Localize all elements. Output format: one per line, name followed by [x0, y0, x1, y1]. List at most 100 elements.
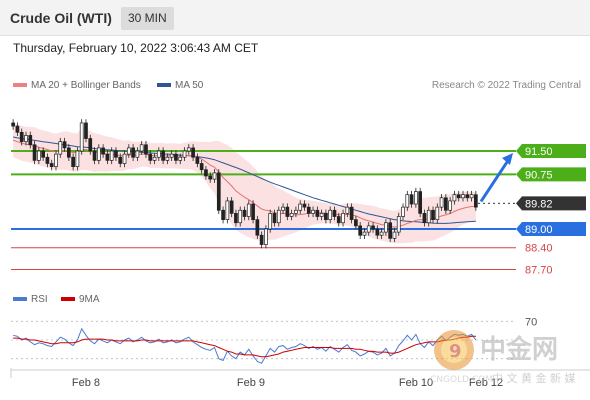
candle-body: [105, 153, 110, 161]
watermark-subtitle: 中 文 黄 金 新 媒 体: [492, 371, 580, 385]
candle: [156, 147, 161, 161]
candle-body: [268, 213, 273, 230]
candle-body: [216, 172, 221, 211]
candle: [41, 147, 45, 161]
candle-body: [242, 209, 247, 217]
candle-body: [396, 216, 401, 233]
candle-body: [465, 194, 470, 199]
candle: [28, 131, 33, 149]
candle: [165, 153, 170, 165]
candle: [118, 153, 123, 168]
candle-body: [362, 231, 367, 236]
candle: [15, 122, 20, 137]
candle: [272, 209, 277, 227]
candle-body: [238, 209, 243, 224]
candle: [384, 219, 388, 236]
candle-body: [118, 156, 123, 164]
legend-item-bollinger: MA 20 + Bollinger Bands: [13, 80, 141, 91]
candle-body: [409, 194, 414, 205]
candle: [251, 200, 255, 224]
candle-body: [414, 191, 418, 205]
candle: [456, 190, 461, 202]
candle-body: [324, 213, 328, 220]
candle-body: [354, 219, 358, 227]
candle-body: [84, 122, 88, 139]
candle: [169, 150, 174, 161]
candle-body: [19, 131, 24, 143]
candle: [208, 172, 213, 183]
candle: [345, 203, 350, 218]
candle-body: [281, 206, 285, 211]
candle: [114, 147, 118, 161]
rsi-line: [12, 327, 477, 364]
candle: [212, 169, 217, 183]
candle: [461, 190, 465, 202]
candle-body: [439, 197, 444, 208]
candle: [409, 190, 414, 208]
candle: [298, 200, 303, 215]
candle: [388, 219, 393, 243]
candle: [289, 209, 294, 221]
level-tag-89-00: [516, 221, 586, 236]
watermark-logo: 9 中金网 CNGOLD.COM 中 文 黄 金 新 媒 体: [430, 330, 580, 385]
candle-body: [469, 194, 474, 199]
candle: [315, 206, 320, 221]
candle: [435, 203, 440, 224]
candle-body: [332, 209, 337, 217]
candle: [229, 197, 234, 218]
candle: [101, 144, 105, 158]
candle-body: [208, 175, 213, 180]
candle: [392, 228, 397, 243]
candle: [341, 209, 345, 227]
candle-body: [139, 144, 144, 152]
bollinger-swatch: [13, 83, 27, 88]
level-tag-89-82: [516, 196, 586, 211]
candle: [19, 128, 24, 146]
level-tag-91-50: [516, 144, 586, 159]
level-label-89-82: 89.82: [525, 198, 553, 210]
candle: [474, 190, 478, 211]
candle: [126, 144, 131, 158]
candle-body: [452, 194, 457, 202]
candle: [268, 209, 273, 233]
candle-body: [36, 150, 41, 161]
candle: [45, 153, 50, 168]
candle-body: [234, 213, 238, 224]
candle-body: [24, 135, 28, 143]
candle-body: [28, 135, 33, 146]
candle-body: [379, 231, 384, 236]
candle: [294, 206, 298, 218]
candle-body: [341, 213, 345, 224]
candle: [96, 144, 101, 165]
candle-body: [148, 153, 153, 161]
candle: [259, 231, 264, 249]
candle-body: [144, 144, 148, 155]
candle-body: [366, 225, 371, 233]
candle: [358, 222, 363, 239]
candle-body: [212, 172, 217, 180]
legend-label-rsi: RSI: [31, 294, 48, 305]
level-label-89-00: 89.00: [525, 224, 553, 236]
candle-body: [388, 222, 393, 239]
timeframe-button[interactable]: 30 MIN: [121, 7, 174, 30]
candle: [186, 144, 191, 155]
instrument-title: Crude Oil (WTI): [10, 10, 112, 26]
candle-body: [156, 150, 161, 158]
candle-body: [225, 200, 230, 220]
candle: [49, 159, 54, 171]
legend-item-ma9: 9MA: [61, 294, 100, 305]
candle-body: [71, 156, 75, 167]
candle: [225, 197, 230, 224]
candle: [302, 200, 307, 211]
legend-item-ma50: MA 50: [157, 80, 203, 91]
candle: [469, 190, 474, 202]
candle: [66, 144, 71, 161]
candle: [79, 119, 84, 155]
candle-body: [302, 203, 307, 208]
candle-body: [66, 147, 71, 158]
candle: [139, 141, 144, 155]
candle: [62, 137, 67, 152]
svg-text:9: 9: [449, 341, 462, 362]
candle: [71, 153, 75, 171]
